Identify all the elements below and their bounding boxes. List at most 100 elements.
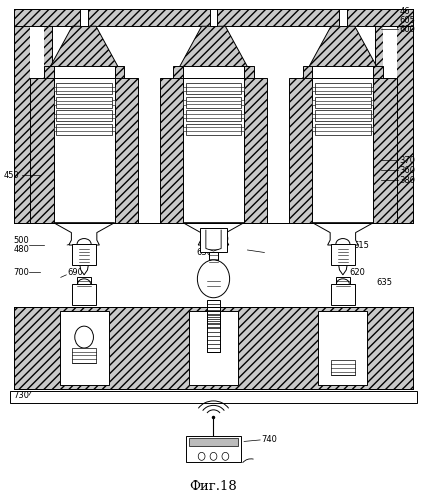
Circle shape [198,452,204,460]
Bar [241,100,244,104]
Bar [311,86,314,91]
Polygon shape [79,262,89,275]
Bar [253,26,267,78]
Text: 430: 430 [213,234,229,244]
Bar [77,278,91,290]
Bar [314,84,370,94]
Text: 605: 605 [398,16,414,25]
Bar [314,110,370,121]
Bar [331,284,354,304]
Text: 615: 615 [353,240,368,250]
Bar [382,26,396,78]
Text: 380: 380 [398,176,414,185]
Bar [267,14,288,222]
Circle shape [222,452,228,460]
Bar [44,66,53,78]
Bar [182,100,185,104]
Bar [288,78,311,223]
Text: 46: 46 [398,7,409,16]
Bar [60,311,108,385]
Bar [53,127,56,132]
Bar [311,66,373,78]
Text: 480: 480 [13,246,29,254]
Bar [241,86,244,91]
Polygon shape [337,262,347,275]
Polygon shape [311,222,373,245]
Bar [206,311,220,352]
Bar [56,110,112,121]
Bar [189,438,237,446]
Bar [373,66,382,78]
Text: 560: 560 [78,236,93,244]
Bar [311,78,373,223]
Bar [80,9,88,26]
Bar [311,127,314,132]
Bar [112,86,115,91]
Bar [241,114,244,118]
Bar [53,100,56,104]
Bar [79,245,89,262]
Bar [330,360,354,376]
Bar [209,9,217,26]
Bar [244,78,267,223]
Polygon shape [44,26,124,78]
Bar [72,284,95,304]
Bar [53,114,56,118]
Bar [173,66,182,78]
Text: 630: 630 [196,248,212,257]
Polygon shape [173,26,253,78]
Bar [208,252,218,260]
Bar [374,26,412,222]
Bar [138,14,159,222]
Bar [373,78,396,223]
Bar [244,66,253,78]
Bar [30,26,44,78]
Bar [314,97,370,108]
Text: 700: 700 [13,268,29,277]
Bar [185,124,241,134]
Bar [206,300,220,328]
Bar [182,86,185,91]
Bar [14,26,52,222]
Bar [53,86,56,91]
Bar [115,78,138,223]
Bar [185,97,241,108]
Text: 450: 450 [3,171,19,180]
Bar [56,97,112,108]
Text: 370: 370 [398,156,414,165]
Bar [53,78,115,223]
Bar [185,436,241,462]
Bar [30,78,53,223]
Bar [370,100,373,104]
Bar [56,124,112,134]
Polygon shape [302,26,382,78]
Bar [288,26,302,78]
Bar [14,307,412,389]
Bar [370,114,373,118]
Text: 500: 500 [13,236,29,244]
Text: 635: 635 [376,278,392,287]
Text: 600: 600 [398,24,414,34]
Bar [337,245,347,262]
Bar [241,127,244,132]
Circle shape [210,452,216,460]
Bar [189,311,237,385]
Bar [311,114,314,118]
Bar [10,390,416,403]
Polygon shape [208,262,218,275]
Text: 740: 740 [261,436,276,444]
Polygon shape [53,222,115,245]
Bar [112,114,115,118]
Bar [335,278,349,290]
Bar [112,100,115,104]
Bar [185,84,241,94]
Bar [124,26,138,78]
Bar [318,311,366,385]
Bar [314,124,370,134]
Circle shape [75,326,93,348]
Bar [14,9,412,26]
Bar [370,86,373,91]
Bar [331,244,354,265]
Bar [72,348,96,363]
Bar [199,228,227,252]
